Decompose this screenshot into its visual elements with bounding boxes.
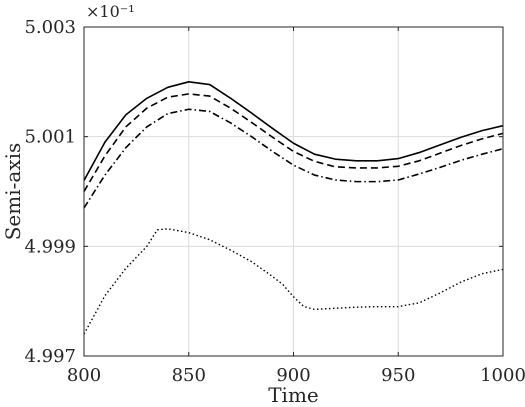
grid xyxy=(84,27,503,356)
x-tick-label: 850 xyxy=(172,365,206,386)
x-axis-label: Time xyxy=(268,383,319,407)
series-group xyxy=(83,81,504,335)
y-tick-label: 5.001 xyxy=(24,127,76,148)
y-axis-label: Semi-axis xyxy=(1,143,25,241)
y-tick-label: 4.997 xyxy=(24,346,76,367)
x-tick-label: 1000 xyxy=(480,365,525,386)
y-axis-multiplier: ×10⁻¹ xyxy=(86,2,135,21)
x-tick-label: 900 xyxy=(276,365,310,386)
series-line-dotted xyxy=(83,228,504,335)
series-line-solid xyxy=(83,81,504,181)
x-tick-label: 800 xyxy=(67,365,101,386)
x-tick-label: 950 xyxy=(381,365,415,386)
series-line-dashed xyxy=(83,93,504,192)
y-tick-label: 5.003 xyxy=(24,17,76,38)
y-tick-label: 4.999 xyxy=(24,236,76,257)
ticks: 800 850 900 950 1000 4.997 4.999 5.001 5.003 xyxy=(24,17,525,386)
